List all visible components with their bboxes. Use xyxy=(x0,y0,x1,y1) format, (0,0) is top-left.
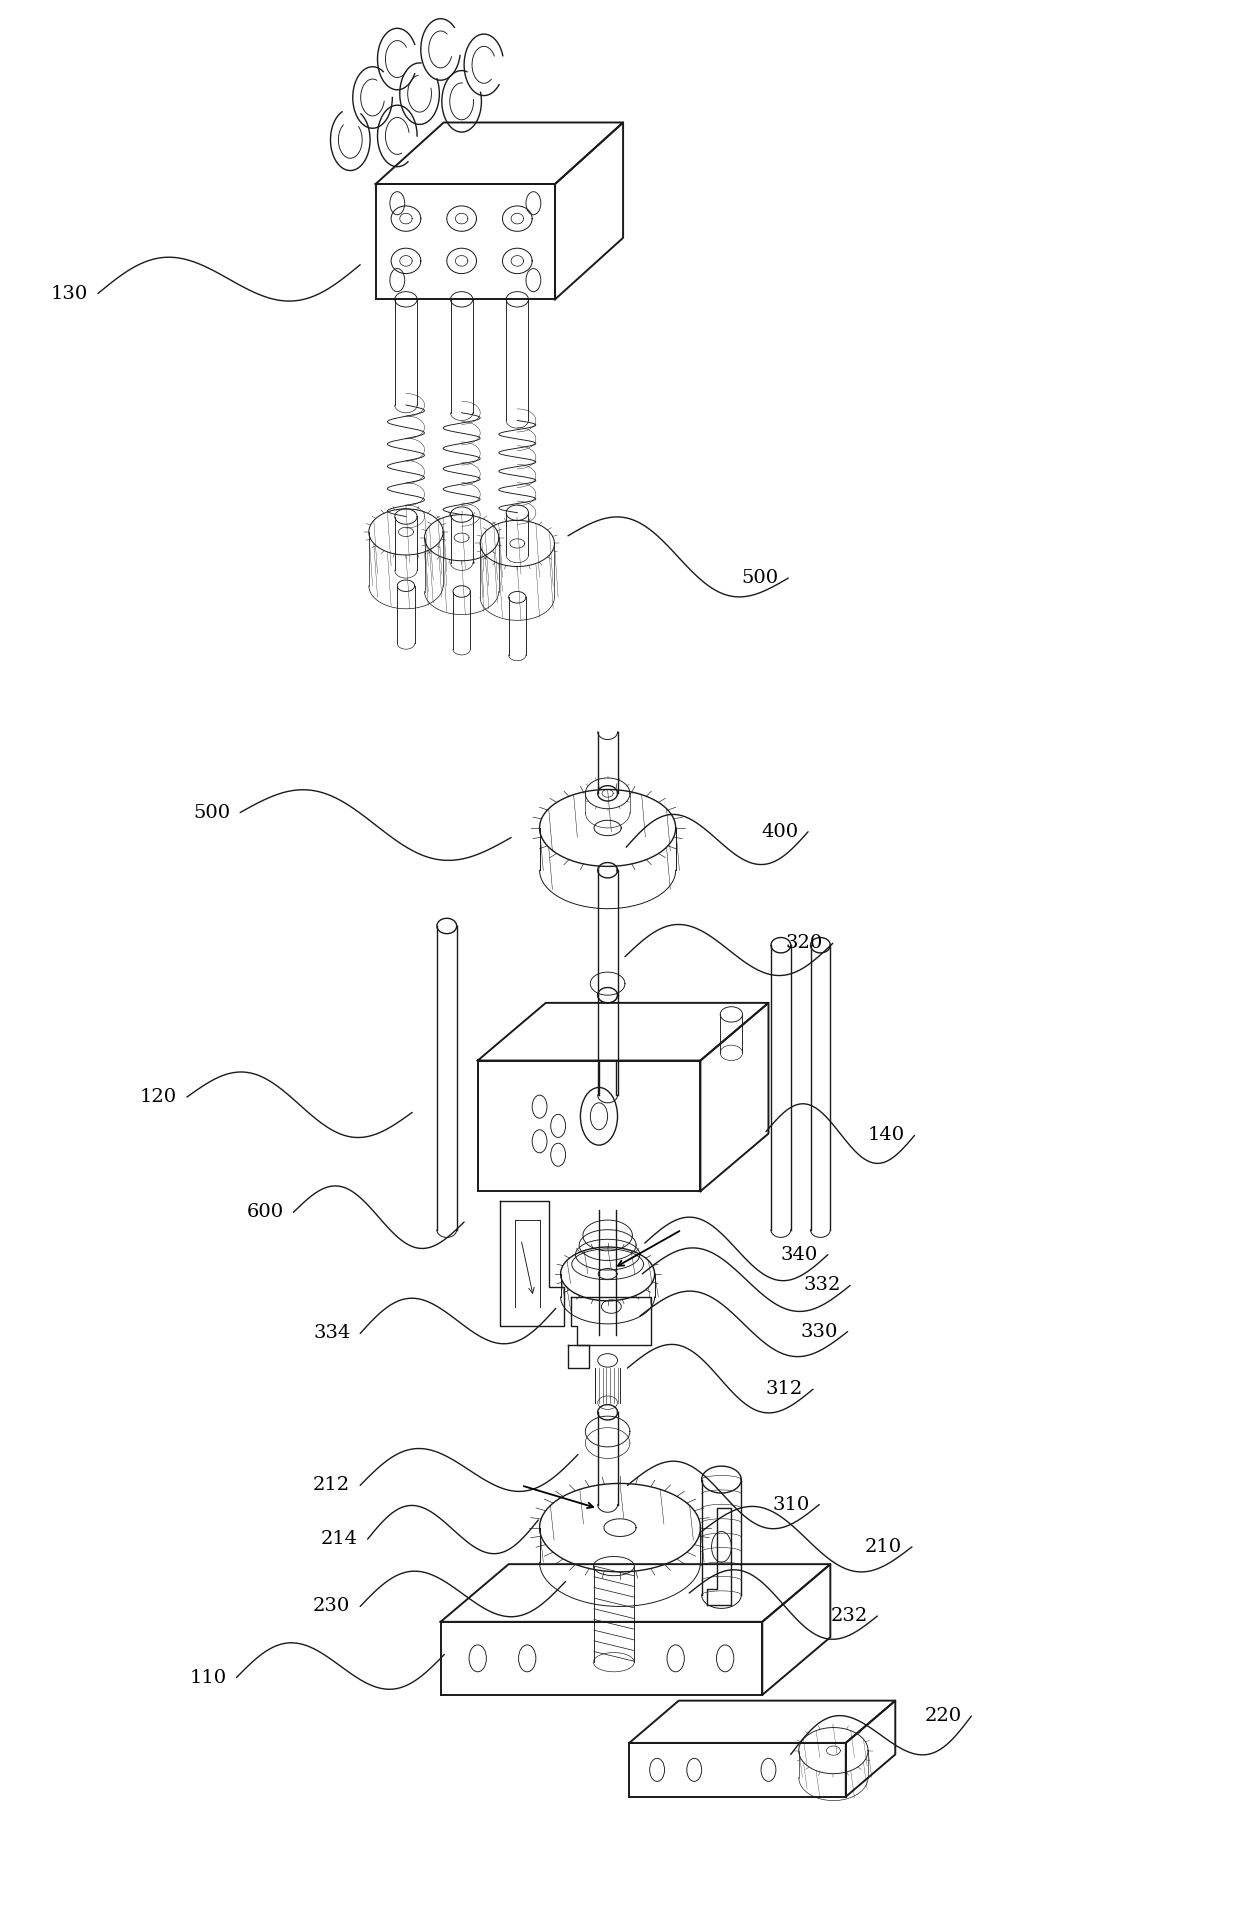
Text: 110: 110 xyxy=(190,1669,227,1686)
Text: 332: 332 xyxy=(804,1276,841,1294)
Text: 140: 140 xyxy=(868,1126,904,1145)
Text: 500: 500 xyxy=(742,570,779,587)
Text: 400: 400 xyxy=(761,822,799,841)
Text: 312: 312 xyxy=(766,1380,804,1398)
Text: 210: 210 xyxy=(866,1538,901,1555)
Text: 220: 220 xyxy=(924,1707,961,1725)
Text: 232: 232 xyxy=(831,1607,868,1625)
Text: 130: 130 xyxy=(51,285,88,302)
Text: 600: 600 xyxy=(247,1203,284,1220)
Text: 500: 500 xyxy=(193,803,231,822)
Text: 320: 320 xyxy=(786,934,823,953)
Text: 340: 340 xyxy=(781,1245,818,1263)
Text: 230: 230 xyxy=(314,1598,351,1615)
Text: 334: 334 xyxy=(314,1324,351,1342)
Text: 120: 120 xyxy=(140,1088,177,1107)
Text: 212: 212 xyxy=(314,1476,350,1494)
Text: 214: 214 xyxy=(321,1530,357,1548)
Text: 310: 310 xyxy=(773,1496,810,1513)
Text: 330: 330 xyxy=(801,1322,838,1340)
